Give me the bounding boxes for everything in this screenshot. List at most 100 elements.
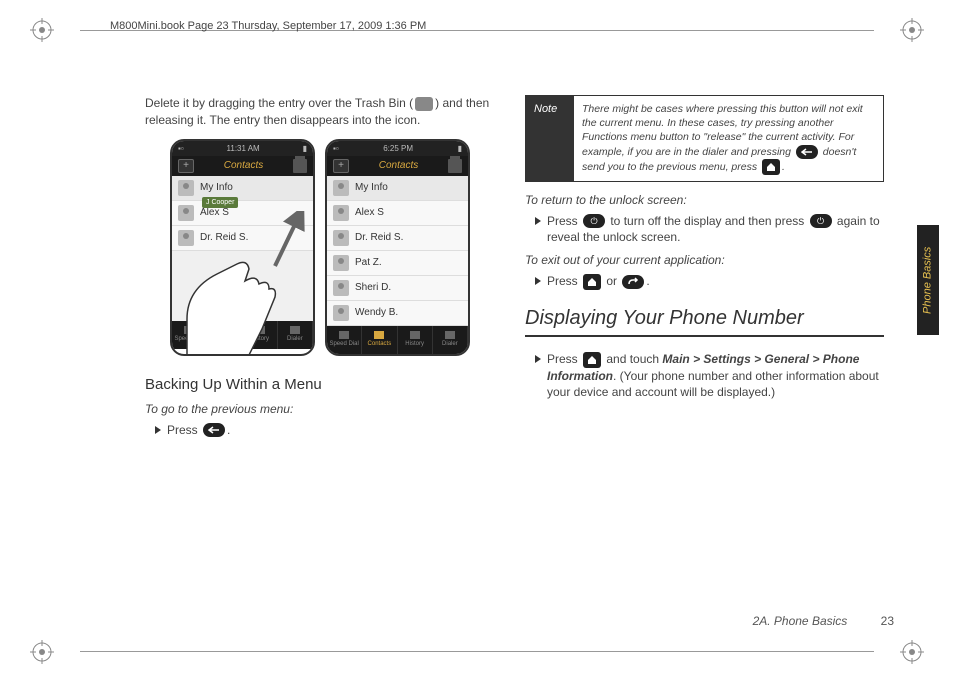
list-item[interactable]: Pat Z.: [327, 251, 468, 276]
note-label: Note: [526, 96, 574, 181]
trash-icon: [415, 97, 433, 111]
section-heading: Displaying Your Phone Number: [525, 304, 884, 337]
phone-mock-right: ▪▫6:25 PM▮ + Contacts My Info Alex S Dr.…: [325, 139, 470, 356]
trash-icon[interactable]: [448, 159, 462, 173]
list-item[interactable]: Alex S: [327, 201, 468, 226]
trash-icon[interactable]: [293, 159, 307, 173]
list-item[interactable]: Sheri D.: [327, 276, 468, 301]
contact-name: My Info: [355, 181, 388, 195]
tab-dialer[interactable]: Dialer: [278, 321, 313, 349]
step: Press or .: [535, 273, 884, 290]
text: .: [227, 423, 230, 437]
screen-title: Contacts: [349, 159, 448, 173]
status-bar: ▪▫6:25 PM▮: [327, 141, 468, 156]
clock: 11:31 AM: [227, 143, 260, 154]
bullet-icon: [535, 277, 541, 285]
contact-name: Wendy B.: [355, 306, 398, 320]
avatar-icon: [333, 255, 349, 271]
toolbar: + Contacts: [327, 156, 468, 176]
sub-instruction: To return to the unlock screen:: [525, 192, 884, 209]
avatar-icon: [178, 230, 194, 246]
step: Press .: [155, 422, 495, 439]
tab-speeddial[interactable]: Speed Dial: [327, 326, 362, 354]
drag-entry-badge: J Cooper: [202, 197, 238, 209]
avatar-icon: [178, 180, 194, 196]
text: Press: [547, 274, 581, 288]
avatar-icon: [333, 230, 349, 246]
text: .: [782, 161, 785, 173]
crop-line: [80, 651, 874, 652]
step: Press and touch Main > Settings > Genera…: [535, 351, 884, 401]
bullet-icon: [155, 426, 161, 434]
add-button[interactable]: +: [178, 159, 194, 173]
list-item[interactable]: My Info: [172, 176, 313, 201]
text: Press: [167, 423, 201, 437]
text: Delete it by dragging the entry over the…: [145, 96, 413, 110]
note-box: Note There might be cases where pressing…: [525, 95, 884, 182]
page-footer: 2A. Phone Basics 23: [753, 613, 894, 630]
back-button-icon: [796, 145, 818, 159]
subheading-backing-up: Backing Up Within a Menu: [145, 374, 495, 395]
print-header: M800Mini.book Page 23 Thursday, Septembe…: [110, 20, 426, 32]
step: Press to turn off the display and then p…: [535, 213, 884, 247]
tab-speeddial[interactable]: Speed Dial: [172, 321, 207, 349]
avatar-icon: [333, 180, 349, 196]
bullet-icon: [535, 217, 541, 225]
tab-bar: Speed Dial Contacts History Dialer: [172, 321, 313, 349]
delete-instruction: Delete it by dragging the entry over the…: [145, 95, 495, 129]
text: .: [646, 274, 649, 288]
contact-name: Alex S: [355, 206, 384, 220]
sub-instruction: To go to the previous menu:: [145, 401, 495, 418]
contact-name: My Info: [200, 181, 233, 195]
right-column: Note There might be cases where pressing…: [525, 95, 884, 602]
power-button-icon: [583, 214, 605, 228]
status-bar: ▪▫11:31 AM▮: [172, 141, 313, 156]
add-button[interactable]: +: [333, 159, 349, 173]
home-button-icon: [762, 159, 780, 175]
avatar-icon: [178, 205, 194, 221]
back-button-icon: [203, 423, 225, 437]
home-button-icon: [583, 352, 601, 368]
home-button-icon: [583, 274, 601, 290]
bullet-icon: [535, 355, 541, 363]
contact-name: Sheri D.: [355, 281, 391, 295]
crop-mark-icon: [30, 18, 54, 42]
text: to turn off the display and then press: [607, 214, 808, 228]
screen-title: Contacts: [194, 159, 293, 173]
list-item[interactable]: Wendy B.: [327, 301, 468, 326]
note-body: There might be cases where pressing this…: [574, 96, 883, 181]
list-item[interactable]: My Info: [327, 176, 468, 201]
tab-dialer[interactable]: Dialer: [433, 326, 468, 354]
toolbar: + Contacts: [172, 156, 313, 176]
text: Press: [547, 352, 581, 366]
page-body: Delete it by dragging the entry over the…: [145, 95, 884, 602]
drag-arrow-icon: [267, 211, 307, 271]
tab-history[interactable]: History: [243, 321, 278, 349]
tab-contacts[interactable]: Contacts: [362, 326, 397, 354]
contact-name: Dr. Reid S.: [200, 231, 248, 245]
tab-bar: Speed Dial Contacts History Dialer: [327, 326, 468, 354]
tab-contacts[interactable]: Contacts: [207, 321, 242, 349]
left-column: Delete it by dragging the entry over the…: [145, 95, 495, 602]
text: Press: [547, 214, 581, 228]
thumb-tab: Phone Basics: [917, 225, 939, 335]
avatar-icon: [333, 205, 349, 221]
page-number: 23: [881, 614, 894, 628]
sub-instruction: To exit out of your current application:: [525, 252, 884, 269]
contact-name: Dr. Reid S.: [355, 231, 403, 245]
clock: 6:25 PM: [383, 143, 413, 154]
list-item[interactable]: Dr. Reid S.: [327, 226, 468, 251]
avatar-icon: [333, 305, 349, 321]
power-button-icon: [810, 214, 832, 228]
text: and touch: [603, 352, 662, 366]
contact-name: Pat Z.: [355, 256, 382, 270]
phone-mock-figure: ▪▫11:31 AM▮ + Contacts My Info Alex S Dr…: [145, 139, 495, 356]
footer-section: 2A. Phone Basics: [753, 614, 848, 628]
avatar-icon: [333, 280, 349, 296]
return-button-icon: [622, 275, 644, 289]
crop-mark-icon: [30, 640, 54, 664]
phone-mock-left: ▪▫11:31 AM▮ + Contacts My Info Alex S Dr…: [170, 139, 315, 356]
crop-mark-icon: [900, 18, 924, 42]
tab-history[interactable]: History: [398, 326, 433, 354]
crop-mark-icon: [900, 640, 924, 664]
